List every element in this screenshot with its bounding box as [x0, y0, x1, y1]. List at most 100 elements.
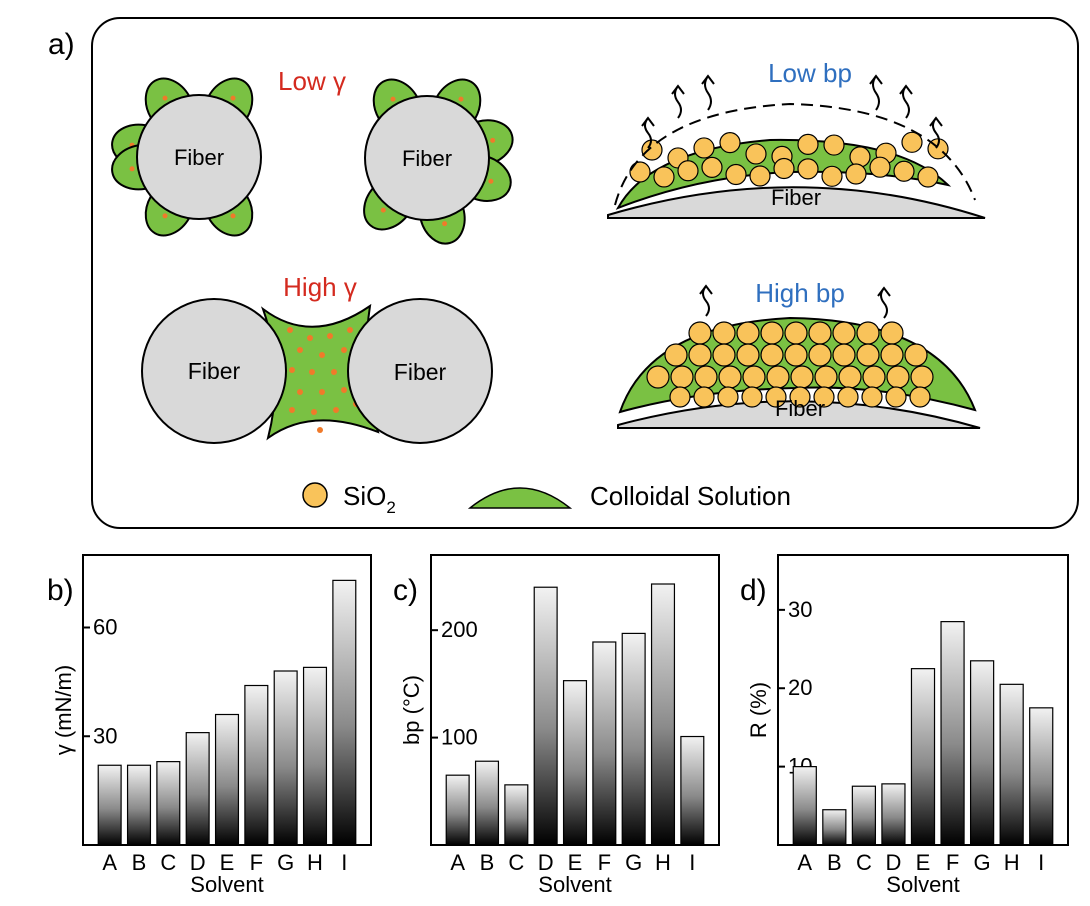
y-tick-label: 20 [788, 675, 812, 700]
sio2-particle [869, 156, 891, 178]
fiber-label: Fiber [188, 358, 241, 384]
sio2-particle [760, 321, 784, 345]
evaporation-arrows [641, 74, 943, 149]
x-tick-label: G [974, 850, 991, 875]
sio2-legend-label: SiO2 [343, 481, 396, 517]
sio2-particle [797, 158, 819, 180]
y-axis-label: bp (°C) [399, 675, 424, 745]
x-tick-label: B [480, 850, 495, 875]
sio2-particle [669, 386, 691, 408]
bar [1029, 707, 1054, 846]
x-tick-label: D [538, 850, 554, 875]
colloid-particle [331, 369, 337, 375]
sio2-particle [814, 365, 838, 389]
sio2-particle [629, 161, 651, 183]
low-bp-group: Fiber Low bp [607, 58, 986, 219]
x-tick-label: C [856, 850, 872, 875]
bar [156, 761, 181, 846]
x-tick-label: A [102, 850, 117, 875]
bar [504, 784, 529, 846]
colloid-particle [341, 347, 347, 353]
sio2-particle [741, 386, 763, 408]
colloid-particle [319, 389, 325, 395]
sio2-particle [712, 321, 736, 345]
y-axis-label: R (%) [746, 682, 771, 738]
x-tick-label: I [689, 850, 695, 875]
sio2-particle [910, 365, 934, 389]
sio2-particle [736, 343, 760, 367]
high-gamma-label: High γ [283, 272, 357, 302]
sio2-particle [693, 386, 715, 408]
evaporation-arrows [699, 284, 891, 319]
evaporation-arrow-line [880, 287, 888, 319]
sio2-particle [718, 365, 742, 389]
evaporation-arrowhead [699, 284, 713, 295]
sio2-particle [838, 365, 862, 389]
bar [822, 809, 847, 846]
evaporation-arrow-line [902, 85, 910, 119]
panel-label: c) [393, 574, 418, 607]
x-tick-label: F [250, 850, 263, 875]
bar [680, 735, 705, 846]
colloid-particle [307, 335, 313, 341]
chart-d: d)102030ABCDEFGHISolventR (%) [740, 554, 1069, 897]
sio2-particle [641, 139, 663, 161]
panel-label: b) [47, 574, 74, 607]
colloid-particle [297, 347, 303, 353]
x-axis-label: Solvent [190, 872, 263, 897]
bar [940, 621, 965, 846]
fiber-circle [364, 95, 490, 221]
bar [562, 680, 588, 846]
colloid-particle [341, 387, 347, 393]
panel-a-frame [91, 17, 1079, 529]
x-tick-label: A [450, 850, 465, 875]
y-tick-label: 30 [93, 723, 117, 748]
bar [851, 785, 877, 846]
panel-a: a) Fiber Fiber Low γ Fiber Fiber High γ [48, 17, 1079, 529]
sio2-particle [813, 386, 835, 408]
evaporation-arrow-line [702, 285, 710, 317]
fiber-label: Fiber [174, 145, 224, 170]
colloid-particle [490, 137, 496, 143]
bar [533, 586, 558, 846]
sio2-particle [904, 343, 928, 367]
evaporation-arrowhead [869, 74, 883, 85]
x-tick-label: H [307, 850, 323, 875]
x-tick-label: G [625, 850, 642, 875]
x-axis-label: Solvent [886, 872, 959, 897]
sio2-particle [821, 165, 843, 187]
evaporation-arrowhead [641, 116, 655, 127]
high-bp-group: Fiber High bp [617, 278, 981, 429]
sio2-particle [808, 321, 832, 345]
fiber-substrate [607, 186, 986, 219]
bar [910, 668, 936, 846]
colloid-particle [129, 166, 135, 172]
evaporation-arrowhead [899, 84, 913, 95]
sio2-particle [861, 386, 883, 408]
bar [474, 760, 500, 846]
colloid-particle [289, 367, 295, 373]
bar [302, 666, 328, 846]
colloid-particle [380, 207, 386, 213]
bar [332, 579, 357, 846]
colloid-particle [333, 407, 339, 413]
sio2-particle [917, 166, 939, 188]
x-tick-label: I [341, 850, 347, 875]
panel-a-legend: SiO2 Colloidal Solution [302, 481, 791, 517]
x-tick-label: B [827, 850, 842, 875]
colloid-particle [230, 95, 236, 101]
y-tick-label: 100 [441, 725, 478, 750]
sio2-particles [646, 321, 934, 408]
sio2-particle [670, 365, 694, 389]
sio2-particle [886, 365, 910, 389]
sio2-particle [736, 321, 760, 345]
x-tick-label: C [508, 850, 524, 875]
sio2-legend-sub: 2 [386, 498, 395, 517]
colloid-particle [319, 352, 325, 358]
evaporation-arrowhead [877, 286, 891, 297]
colloid-particle [347, 327, 353, 333]
bar [999, 683, 1024, 846]
low-gamma-label: Low γ [278, 66, 346, 96]
x-tick-label: H [1004, 850, 1020, 875]
